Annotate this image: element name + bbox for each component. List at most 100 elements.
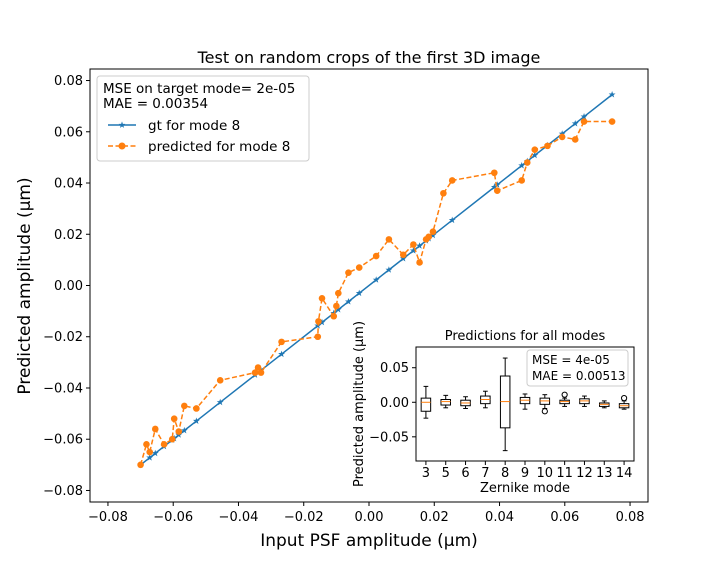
main-y-ticks: −0.08 −0.06 −0.04 −0.02 0.00 0.02 0.04 0.06 0.08 [43, 74, 90, 499]
gt-point [608, 91, 616, 98]
inset-x-tick-label: 12 [576, 466, 593, 481]
predicted-point [372, 252, 380, 260]
inset-x-tick-label: 10 [537, 466, 554, 481]
inset-x-tick-label: 13 [596, 466, 613, 481]
gt-point [409, 247, 417, 254]
predicted-point [216, 376, 224, 384]
legend-pred-entry: predicted for mode 8 [108, 139, 290, 155]
legend-gt-marker [118, 121, 126, 128]
inset-x-tick-label: 6 [461, 466, 469, 481]
predicted-point [257, 369, 265, 376]
predicted-point [385, 236, 393, 243]
gt-point [385, 266, 393, 273]
x-tick-label: 0.08 [616, 510, 645, 525]
x-tick-label: 0.00 [355, 510, 384, 525]
gt-point [518, 161, 526, 169]
main-series [137, 91, 616, 469]
predicted-point [416, 259, 423, 266]
predicted-point [315, 318, 322, 325]
predicted-point [410, 241, 417, 248]
predicted-point [425, 233, 433, 241]
predicted-point [160, 441, 168, 448]
main-legend: MSE on target mode= 2e-05 MAE = 0.00354 … [96, 75, 310, 162]
box-outlier [561, 391, 568, 398]
gt-point [192, 417, 200, 424]
x-tick-label: −0.04 [219, 510, 259, 525]
y-tick-label: 0.02 [54, 228, 83, 243]
inset-y-axis-label: Predicted amplitude (μm) [352, 321, 367, 487]
box-body [420, 397, 432, 412]
legend-mse-text: MSE on target mode= 2e-05 [103, 81, 295, 97]
box-body [440, 399, 451, 406]
x-tick-label: 0.06 [550, 510, 579, 525]
main-y-axis-label: Predicted amplitude (μm) [15, 177, 35, 394]
predicted-point [175, 428, 183, 435]
x-tick-label: −0.08 [88, 510, 128, 525]
predicted-point [333, 302, 340, 310]
inset-x-tick-label: 3 [422, 466, 430, 481]
gt-point [416, 242, 423, 249]
gt-point [146, 454, 154, 461]
predicted-point [558, 133, 566, 141]
main-x-axis-label: Input PSF amplitude (μm) [260, 531, 478, 551]
gt-point [278, 350, 285, 358]
inset-x-axis-label: Zernike mode [480, 481, 570, 496]
predicted-point [571, 136, 579, 143]
main-chart-title: Test on random crops of the first 3D ima… [197, 48, 541, 67]
y-tick-label: −0.02 [43, 330, 83, 345]
predicted-point [448, 177, 456, 184]
predicted-point [580, 118, 588, 125]
predicted-point [440, 189, 447, 197]
predicted-point [399, 251, 407, 259]
y-tick-label: 0.06 [54, 125, 83, 140]
y-tick-label: 0.00 [54, 279, 83, 294]
legend-frame [96, 75, 310, 162]
inset-x-tick-label: 5 [442, 466, 450, 481]
y-tick-label: −0.06 [43, 433, 83, 448]
main-x-ticks: −0.08 −0.06 −0.04 −0.02 0.00 0.02 0.04 0.06 0.08 [88, 502, 645, 525]
y-tick-label: 0.08 [54, 74, 83, 89]
predicted-point [143, 441, 150, 448]
inset-x-tick-label: 11 [556, 466, 573, 481]
predicted-point [254, 364, 262, 371]
gt-point [571, 119, 579, 127]
gt-point [355, 289, 363, 297]
inset-x-tick-label: 7 [481, 466, 489, 481]
inset-y-ticks: 0.05 0.00 −0.05 [369, 361, 416, 445]
gt-point [334, 305, 342, 313]
gt-point [448, 216, 456, 224]
predicted-point [318, 295, 326, 302]
gt-point [216, 398, 224, 406]
predicted-point [314, 333, 322, 341]
x-tick-label: 0.02 [420, 510, 449, 525]
predicted-point [429, 228, 437, 235]
legend-gt-label: gt for mode 8 [148, 118, 240, 134]
gt-point [372, 276, 380, 283]
gt-point [151, 449, 159, 457]
y-tick-label: 0.04 [54, 177, 83, 192]
inset-x-tick-label: 9 [521, 466, 529, 481]
legend-pred-marker [118, 142, 126, 150]
y-tick-label: −0.04 [43, 381, 83, 396]
inset-mae-text: MAE = 0.00513 [532, 369, 625, 383]
inset-chart: Predictions for all modes Zernike mode P… [350, 318, 642, 498]
predicted-point [168, 435, 176, 443]
gt-point [531, 151, 539, 159]
predicted-point [493, 187, 501, 195]
inset-y-tick-label: 0.05 [380, 361, 409, 376]
legend-mae-text: MAE = 0.00354 [103, 96, 208, 112]
gt-point [399, 255, 407, 262]
inset-boxes: 3 5 6 7 8 9 10 11 12 13 14 [420, 357, 632, 481]
predicted-point [193, 405, 200, 412]
predicted-point [335, 289, 342, 297]
inset-y-tick-label: −0.05 [369, 430, 409, 445]
predicted-point [345, 269, 352, 276]
predicted-point [491, 169, 498, 177]
inset-x-tick-label: 8 [501, 466, 509, 481]
predicted-point [278, 338, 285, 346]
inset-y-tick-label: 0.00 [380, 396, 409, 411]
inset-annotation-box [526, 349, 629, 387]
inset-mse-text: MSE = 4e-05 [532, 353, 610, 367]
legend-pred-label: predicted for mode 8 [148, 139, 290, 155]
